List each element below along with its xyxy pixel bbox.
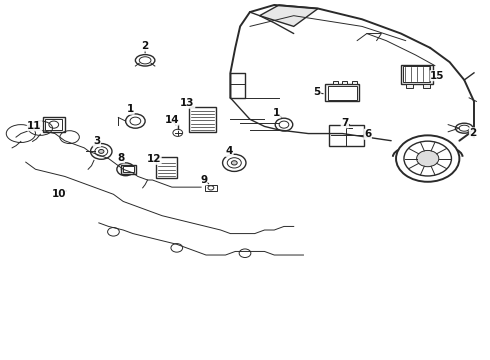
Circle shape	[279, 121, 289, 128]
Text: 1: 1	[273, 108, 280, 118]
Circle shape	[416, 150, 439, 167]
Bar	[156, 157, 177, 178]
Bar	[401, 64, 433, 84]
Circle shape	[125, 114, 145, 128]
Bar	[403, 66, 430, 82]
Circle shape	[173, 129, 183, 136]
Circle shape	[121, 166, 130, 172]
Circle shape	[343, 125, 350, 130]
Bar	[121, 165, 136, 174]
Circle shape	[49, 121, 59, 128]
Circle shape	[91, 144, 112, 159]
Bar	[122, 166, 134, 172]
Text: 1: 1	[127, 104, 134, 114]
Circle shape	[117, 163, 134, 176]
Bar	[325, 84, 360, 102]
Circle shape	[404, 141, 451, 176]
Polygon shape	[260, 5, 318, 26]
Bar	[328, 86, 357, 100]
Bar	[343, 81, 347, 84]
Text: 3: 3	[93, 136, 100, 147]
Bar	[189, 108, 216, 132]
Text: 15: 15	[430, 71, 445, 81]
Text: 14: 14	[165, 115, 179, 125]
Bar	[423, 84, 430, 88]
Ellipse shape	[135, 55, 155, 66]
Circle shape	[227, 158, 241, 168]
Circle shape	[98, 149, 104, 153]
Circle shape	[208, 186, 214, 190]
Ellipse shape	[456, 123, 473, 133]
Bar	[406, 84, 413, 88]
Bar	[43, 117, 65, 132]
Text: 4: 4	[226, 147, 233, 157]
Bar	[205, 185, 217, 191]
Circle shape	[222, 154, 246, 171]
Circle shape	[130, 117, 141, 125]
Bar	[333, 81, 338, 84]
Bar	[352, 125, 363, 131]
Circle shape	[396, 135, 460, 182]
Text: 2: 2	[469, 128, 477, 138]
Text: 7: 7	[341, 118, 348, 128]
Ellipse shape	[139, 57, 151, 64]
Bar	[329, 125, 364, 146]
Circle shape	[239, 249, 251, 257]
Ellipse shape	[459, 125, 469, 131]
Circle shape	[171, 244, 183, 252]
Text: 13: 13	[180, 98, 195, 108]
Circle shape	[95, 147, 108, 156]
Bar	[45, 119, 62, 130]
Text: 10: 10	[51, 189, 66, 199]
Bar	[352, 81, 357, 84]
Text: 12: 12	[147, 154, 161, 164]
Text: 5: 5	[314, 87, 321, 98]
Circle shape	[108, 228, 119, 236]
Text: 2: 2	[142, 41, 149, 51]
Text: 8: 8	[117, 153, 124, 163]
Circle shape	[231, 161, 237, 165]
Text: 9: 9	[200, 175, 207, 185]
Circle shape	[275, 118, 293, 131]
Text: 6: 6	[364, 129, 371, 139]
Text: 11: 11	[27, 121, 42, 131]
